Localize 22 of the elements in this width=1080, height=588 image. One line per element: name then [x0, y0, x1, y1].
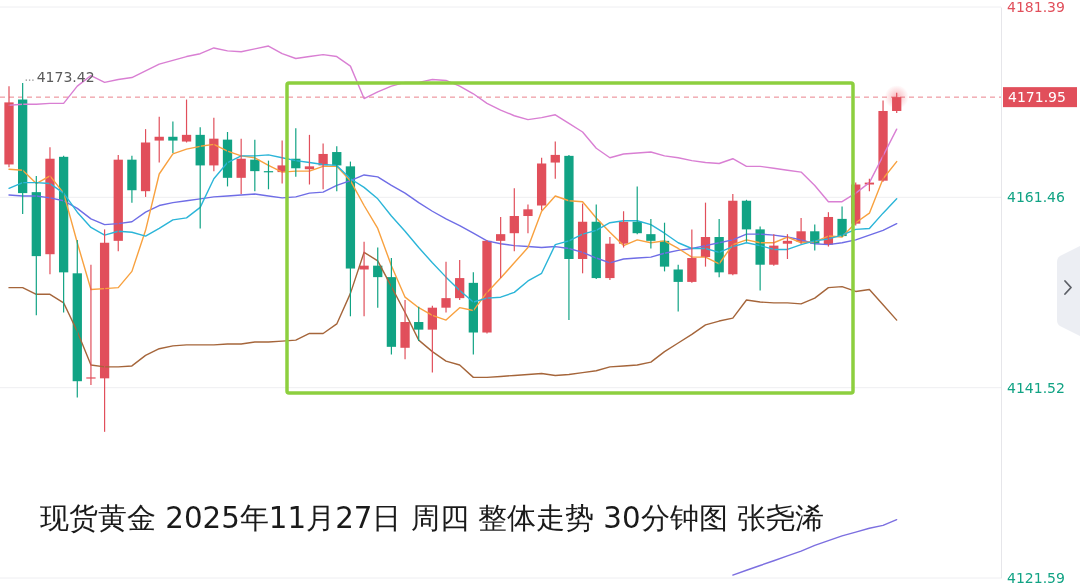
line-series	[8, 45, 898, 203]
candlestick	[523, 203, 533, 234]
candlestick	[646, 218, 656, 250]
line-series	[8, 174, 898, 264]
line-series	[8, 251, 898, 379]
line-series	[8, 154, 898, 303]
candlestick	[673, 264, 683, 313]
text: 现货黄金 2025年11月27日 周四 整体走势 30分钟图 张尧浠	[40, 501, 824, 535]
candlestick	[414, 306, 424, 342]
candlestick	[86, 264, 96, 386]
y-tick-label: 4181.39	[1007, 0, 1065, 15]
candlestick	[154, 116, 164, 164]
y-tick-label: 4141.52	[1007, 379, 1065, 396]
y-tick-label: 4161.46	[1007, 189, 1065, 206]
candlestick	[550, 140, 560, 180]
y-tick-label: 4121.59	[1007, 569, 1065, 586]
annotation: 4173.42	[36, 69, 95, 85]
candlestick	[441, 261, 451, 314]
candlestick	[168, 120, 178, 154]
ref-line-label: 4171.95	[1008, 89, 1066, 106]
candlestick	[496, 216, 506, 279]
candlestick	[181, 98, 192, 144]
